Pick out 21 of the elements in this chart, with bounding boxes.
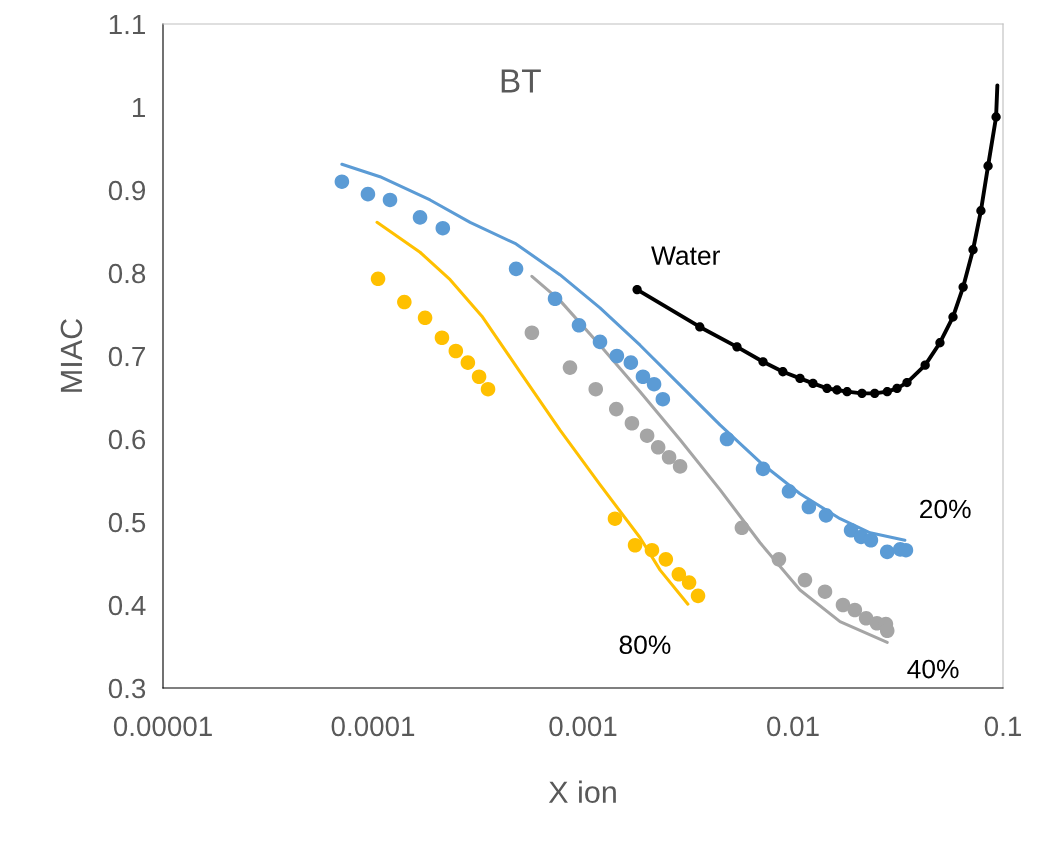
y-tick-label: 1 bbox=[133, 97, 145, 118]
y-tick-label: 0.4 bbox=[108, 595, 146, 616]
series-label: 80% bbox=[619, 635, 671, 655]
y-axis-title: MIAC bbox=[60, 318, 83, 392]
x-tick-label: 0.01 bbox=[767, 716, 819, 737]
series-label: 20% bbox=[920, 499, 971, 519]
x-tick-label: 0.0001 bbox=[331, 716, 415, 737]
x-axis-title: X ion bbox=[548, 780, 616, 803]
y-tick-label: 0.9 bbox=[108, 180, 146, 201]
y-tick-label: 0.5 bbox=[108, 512, 146, 533]
x-tick-label: 0.1 bbox=[984, 716, 1021, 737]
y-tick-label: 0.6 bbox=[108, 429, 146, 450]
y-tick-label: 1.1 bbox=[109, 14, 145, 35]
y-tick-label: 0.7 bbox=[108, 346, 145, 367]
series-label: 40% bbox=[907, 659, 959, 679]
series-label: Water bbox=[651, 246, 720, 265]
y-tick-label: 0.3 bbox=[108, 678, 146, 699]
y-tick-label: 0.8 bbox=[108, 263, 146, 284]
annotation: BT bbox=[501, 69, 541, 93]
x-tick-label: 0.001 bbox=[549, 716, 617, 737]
x-tick-label: 0.00001 bbox=[113, 716, 212, 737]
